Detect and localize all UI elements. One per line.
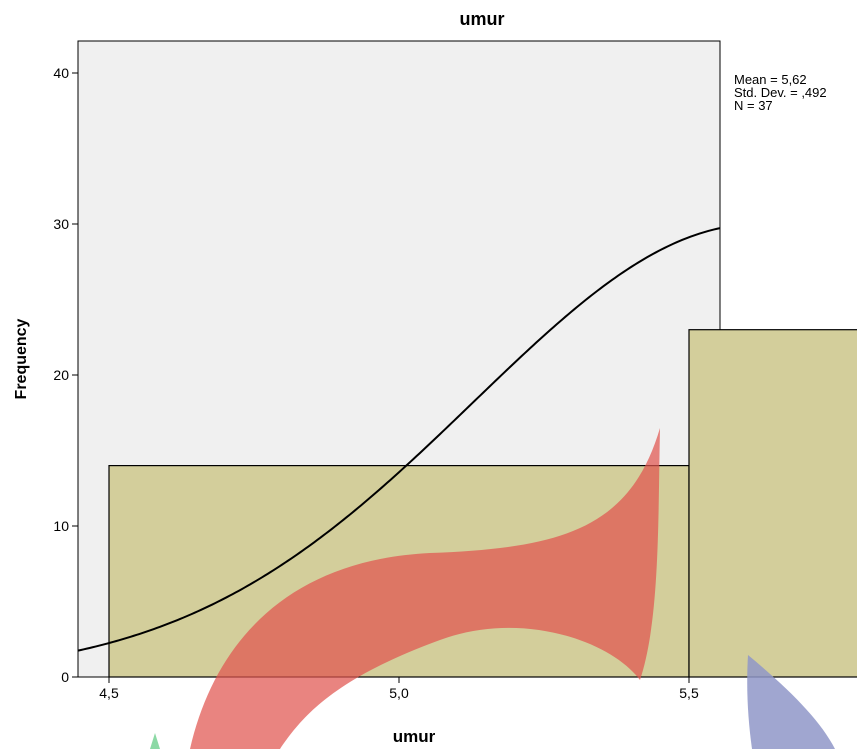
y-axis: 0 10 20 30 40 <box>53 65 78 685</box>
chart-title: umur <box>460 9 505 29</box>
y-tick-label: 0 <box>61 669 69 685</box>
histogram-bar <box>689 330 857 677</box>
y-tick-label: 30 <box>53 216 69 232</box>
y-axis-label: Frequency <box>13 318 30 399</box>
watermark-green-shape <box>150 733 160 749</box>
y-tick-label: 40 <box>53 65 69 81</box>
x-tick-label: 4,5 <box>99 685 119 701</box>
stats-n: N = 37 <box>734 99 827 112</box>
x-tick-label: 5,0 <box>389 685 409 701</box>
y-tick-label: 20 <box>53 367 69 383</box>
x-axis-label: umur <box>393 727 436 746</box>
y-tick-label: 10 <box>53 518 69 534</box>
x-tick-label: 5,5 <box>679 685 699 701</box>
stats-box: Mean = 5,62 Std. Dev. = ,492 N = 37 <box>734 73 827 112</box>
